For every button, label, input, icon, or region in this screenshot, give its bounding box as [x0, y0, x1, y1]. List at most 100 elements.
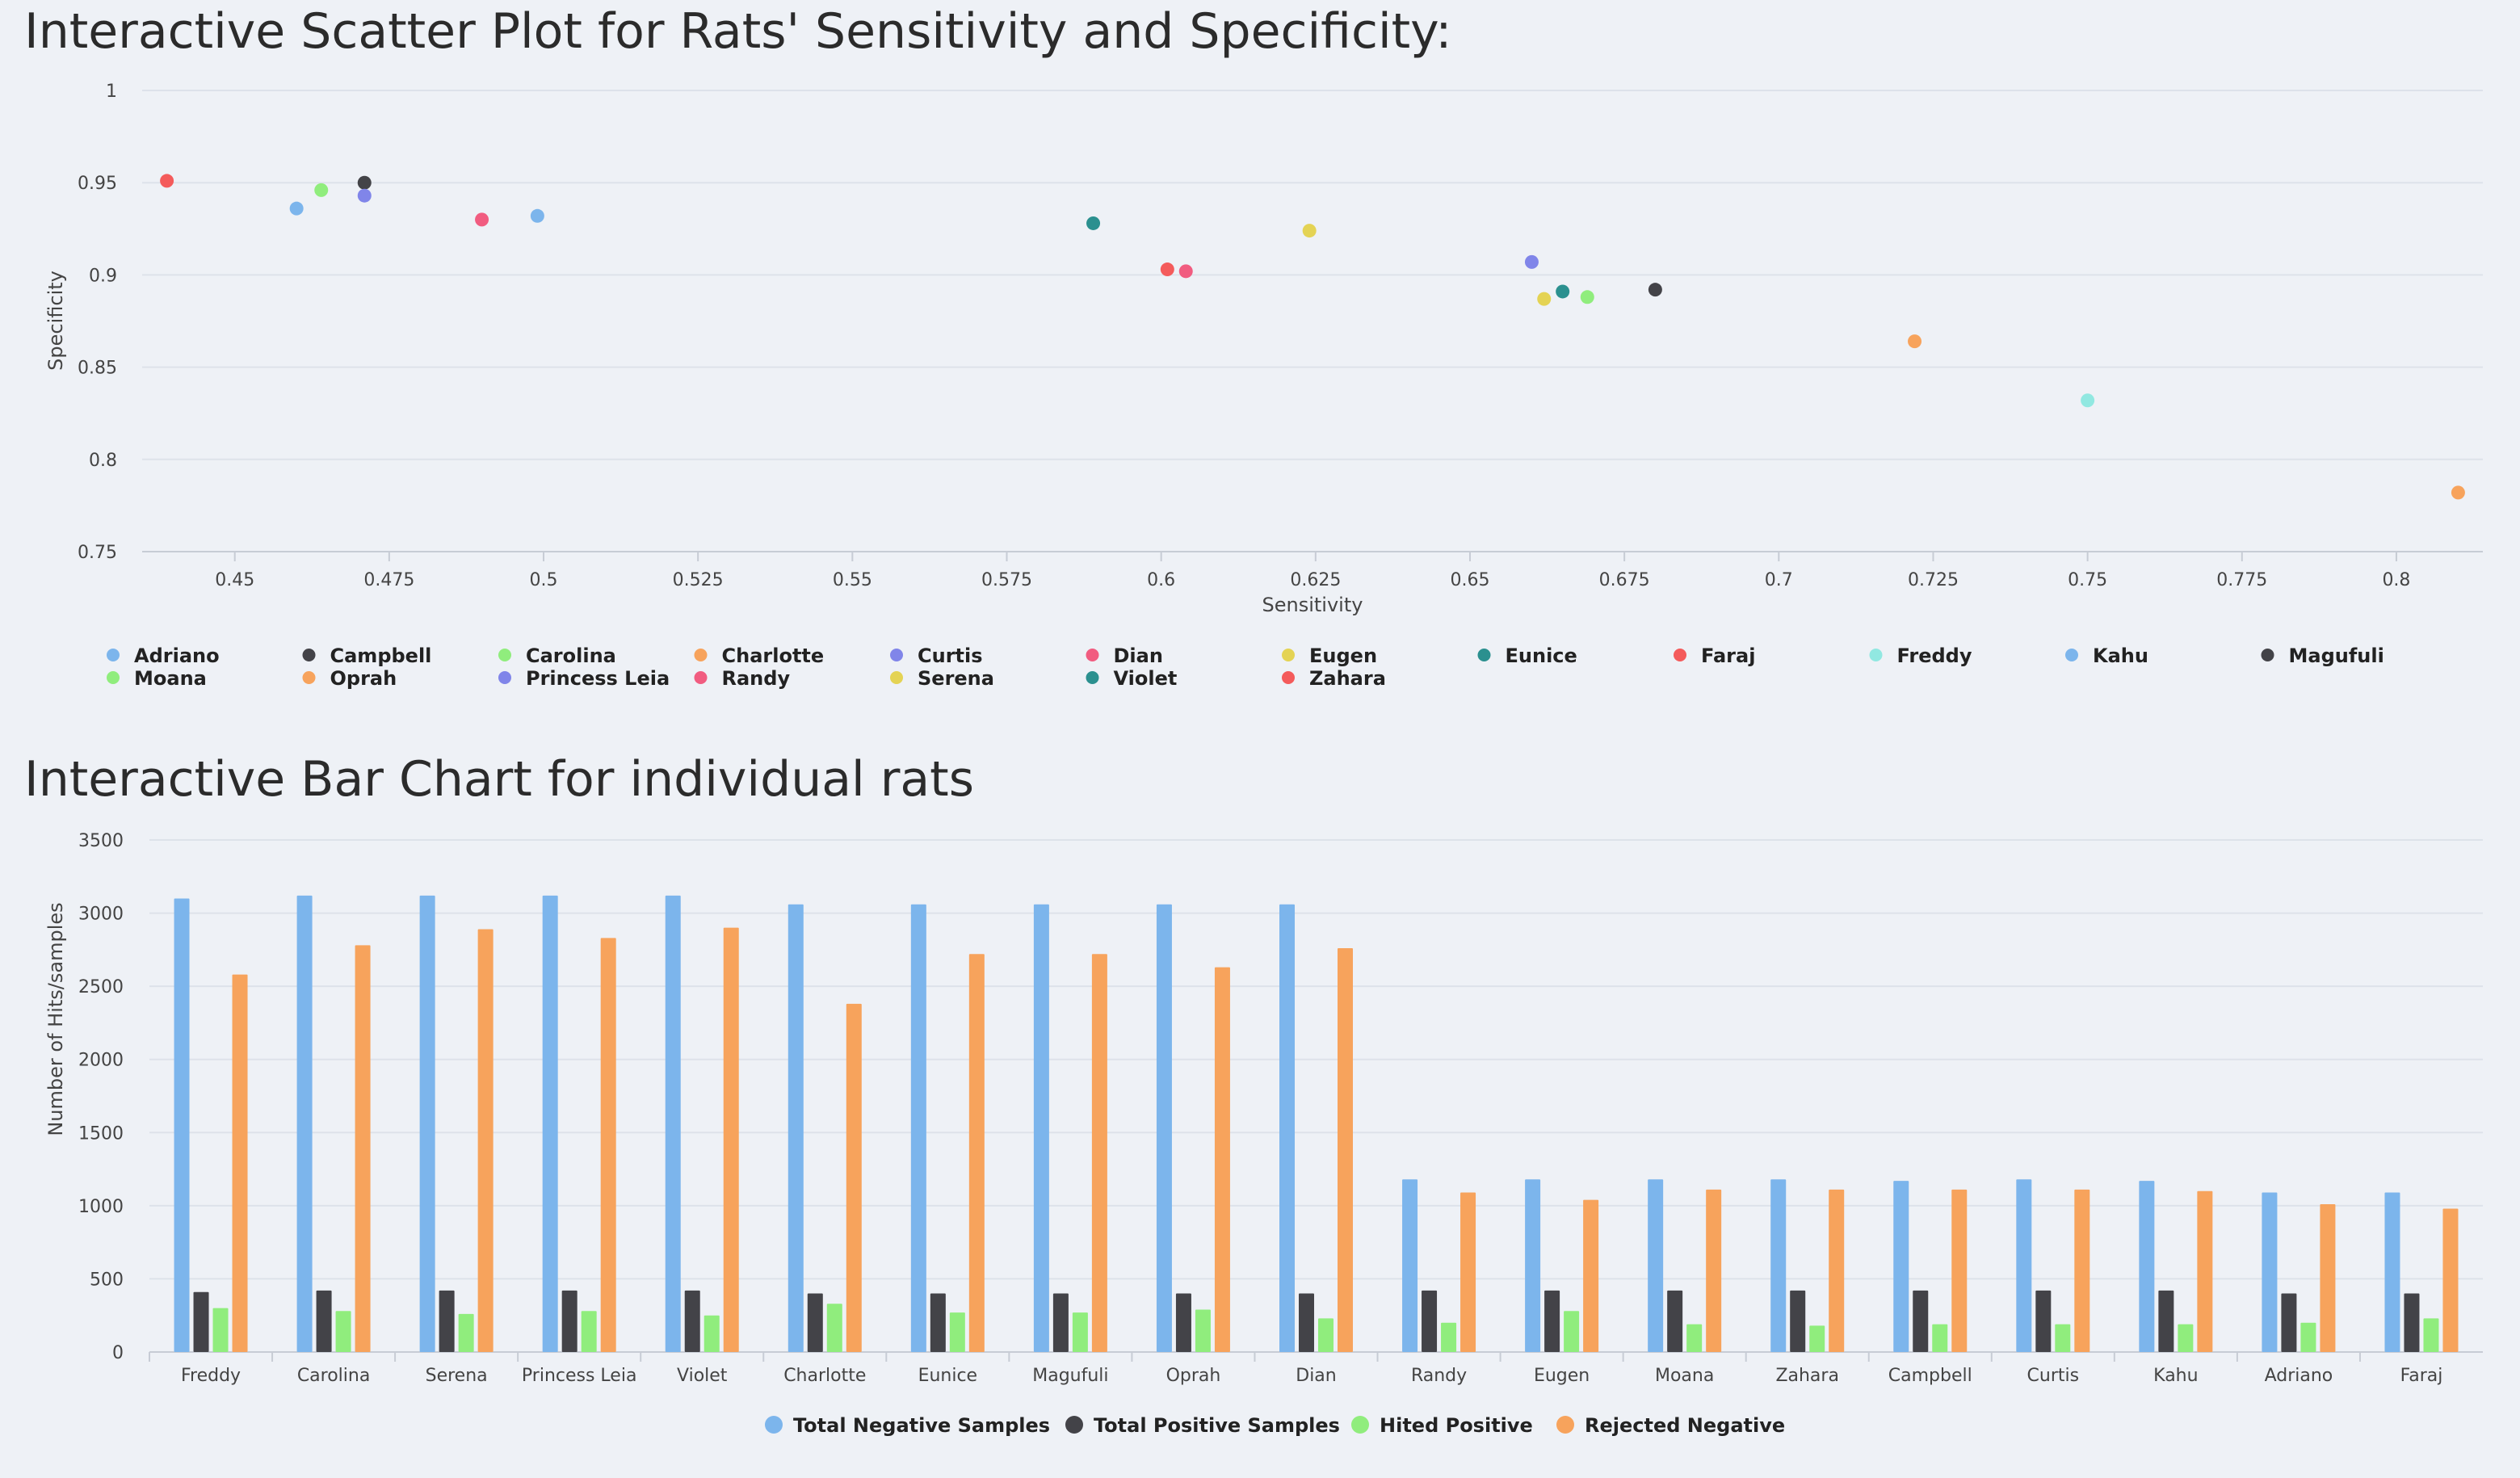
bar[interactable] — [826, 1304, 842, 1352]
bar[interactable] — [1033, 904, 1049, 1352]
bar[interactable] — [949, 1312, 965, 1352]
bar-legend-item[interactable]: Total Positive Samples — [1065, 1414, 1340, 1437]
bar[interactable] — [1770, 1179, 1787, 1352]
bar[interactable] — [1091, 954, 1107, 1352]
scatter-legend-item[interactable]: Freddy — [1869, 645, 1972, 667]
scatter-point[interactable] — [530, 208, 544, 223]
bar[interactable] — [1460, 1192, 1476, 1352]
scatter-legend-item[interactable]: Zahara — [1282, 667, 1386, 690]
scatter-legend-item[interactable]: Moana — [107, 667, 207, 690]
bar[interactable] — [212, 1308, 229, 1352]
scatter-point[interactable] — [1160, 262, 1174, 277]
bar[interactable] — [2423, 1318, 2439, 1352]
bar[interactable] — [1913, 1290, 1929, 1352]
bar[interactable] — [2178, 1324, 2194, 1352]
bar[interactable] — [968, 954, 985, 1352]
bar-legend-item[interactable]: Rejected Negative — [1556, 1414, 1785, 1437]
bar[interactable] — [2035, 1290, 2052, 1352]
scatter-legend-item[interactable]: Magufuli — [2261, 645, 2384, 667]
bar[interactable] — [1175, 1293, 1191, 1352]
bar[interactable] — [704, 1315, 720, 1352]
scatter-point[interactable] — [1580, 290, 1594, 304]
bar[interactable] — [1667, 1290, 1683, 1352]
scatter-legend-item[interactable]: Dian — [1086, 645, 1163, 667]
bar[interactable] — [1195, 1309, 1211, 1352]
bar[interactable] — [2262, 1192, 2278, 1352]
scatter-point[interactable] — [1302, 224, 1317, 238]
bar[interactable] — [684, 1290, 700, 1352]
bar[interactable] — [335, 1311, 351, 1352]
bar[interactable] — [2055, 1324, 2071, 1352]
bar[interactable] — [193, 1291, 209, 1352]
scatter-legend-item[interactable]: Charlotte — [694, 645, 825, 667]
bar[interactable] — [1583, 1199, 1599, 1352]
bar[interactable] — [807, 1293, 823, 1352]
bar[interactable] — [2197, 1190, 2213, 1352]
bar[interactable] — [296, 895, 313, 1352]
bar[interactable] — [561, 1290, 578, 1352]
bar[interactable] — [1279, 904, 1295, 1352]
scatter-legend-item[interactable]: Eunice — [1477, 645, 1577, 667]
bar[interactable] — [1299, 1293, 1314, 1352]
bar[interactable] — [2281, 1293, 2297, 1352]
bar[interactable] — [2016, 1179, 2032, 1352]
bar[interactable] — [1072, 1312, 1088, 1352]
bar[interactable] — [1686, 1324, 1703, 1352]
bar[interactable] — [542, 895, 558, 1352]
scatter-point[interactable] — [1086, 216, 1101, 230]
bar[interactable] — [1422, 1290, 1438, 1352]
bar[interactable] — [439, 1290, 455, 1352]
bar[interactable] — [723, 927, 739, 1352]
scatter-legend-item[interactable]: Campbell — [302, 645, 432, 667]
bar[interactable] — [1706, 1189, 1722, 1352]
scatter-point[interactable] — [1908, 334, 1922, 349]
scatter-legend-item[interactable]: Violet — [1086, 667, 1178, 690]
bar[interactable] — [1951, 1189, 1968, 1352]
scatter-point[interactable] — [1524, 254, 1539, 269]
bar[interactable] — [788, 904, 804, 1352]
scatter-legend-item[interactable]: Princess Leia — [498, 667, 670, 690]
scatter-point[interactable] — [1537, 292, 1552, 306]
bar[interactable] — [316, 1290, 332, 1352]
bar-legend-item[interactable]: Total Negative Samples — [765, 1414, 1050, 1437]
bar[interactable] — [232, 974, 248, 1352]
scatter-legend-item[interactable]: Eugen — [1282, 645, 1377, 667]
scatter-point[interactable] — [1178, 264, 1193, 279]
bar[interactable] — [419, 895, 435, 1352]
bar[interactable] — [2300, 1322, 2316, 1352]
bar[interactable] — [1809, 1325, 1825, 1352]
scatter-point[interactable] — [1556, 284, 1570, 299]
bar[interactable] — [1156, 904, 1172, 1352]
scatter-point[interactable] — [2081, 393, 2095, 408]
bar[interactable] — [2442, 1208, 2459, 1352]
bar[interactable] — [2404, 1293, 2420, 1352]
scatter-legend-item[interactable]: Serena — [890, 667, 994, 690]
bar[interactable] — [1544, 1290, 1560, 1352]
bar[interactable] — [846, 1003, 862, 1352]
scatter-point[interactable] — [1648, 283, 1662, 297]
bar[interactable] — [665, 895, 681, 1352]
bar[interactable] — [1525, 1179, 1541, 1352]
bar[interactable] — [581, 1311, 597, 1352]
scatter-legend-item[interactable]: Kahu — [2065, 645, 2148, 667]
bar[interactable] — [477, 929, 494, 1352]
bar[interactable] — [1318, 1318, 1334, 1352]
scatter-point[interactable] — [160, 174, 174, 188]
bar[interactable] — [1790, 1290, 1806, 1352]
bar[interactable] — [2158, 1290, 2174, 1352]
bar[interactable] — [1893, 1181, 1909, 1352]
scatter-chart[interactable]: 0.75 0.8 0.85 0.9 0.95 1 0.45 0.475 0.5 0.525 0.55… — [0, 0, 2520, 727]
bar[interactable] — [910, 904, 926, 1352]
bar[interactable] — [1441, 1322, 1457, 1352]
scatter-point[interactable] — [289, 201, 304, 216]
scatter-legend-item[interactable]: Carolina — [498, 645, 616, 667]
bar-legend-item[interactable]: Hited Positive — [1351, 1414, 1533, 1437]
bar[interactable] — [1052, 1293, 1069, 1352]
bar[interactable] — [2139, 1181, 2155, 1352]
scatter-point[interactable] — [475, 212, 489, 227]
scatter-point[interactable] — [314, 183, 329, 197]
bar[interactable] — [1829, 1189, 1845, 1352]
bar[interactable] — [355, 945, 371, 1352]
bar[interactable] — [600, 938, 616, 1352]
